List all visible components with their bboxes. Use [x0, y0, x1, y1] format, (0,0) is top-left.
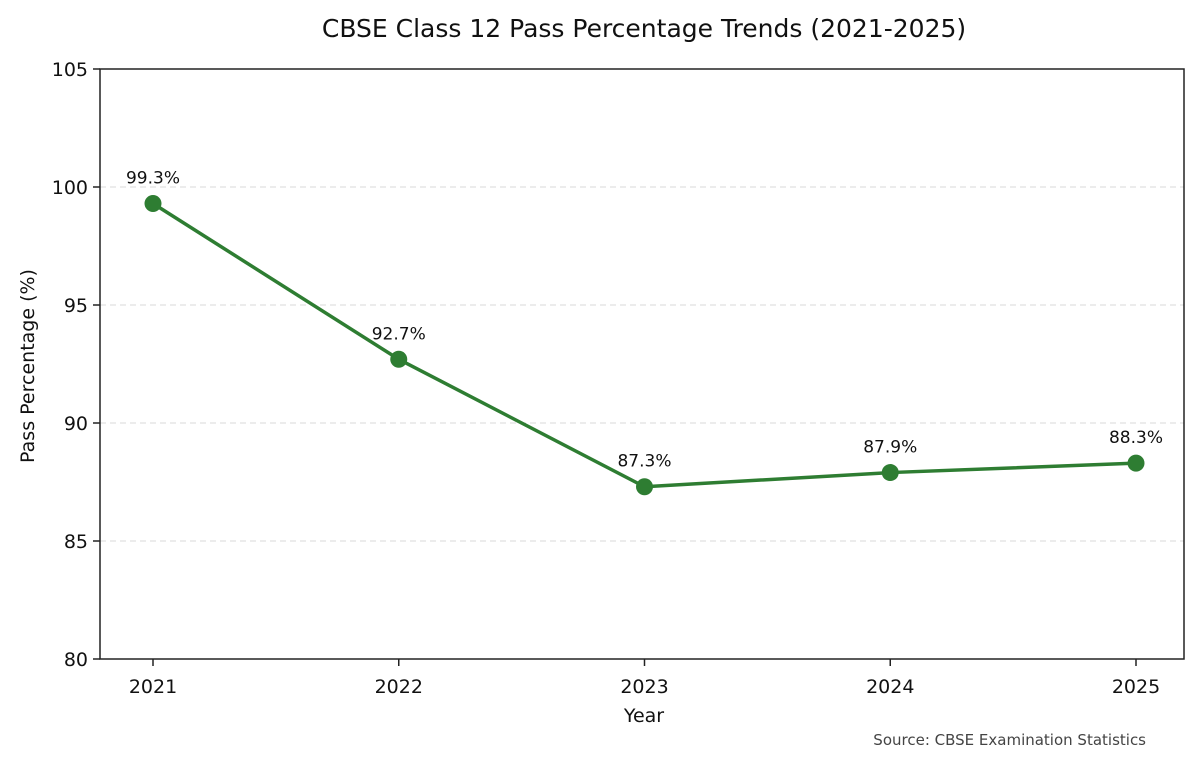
data-label: 87.3% [617, 452, 671, 472]
y-tick-label: 85 [64, 531, 88, 553]
series-pass-percentage: 99.3% 92.7% 87.3% 87.9% 88.3% [126, 169, 1163, 496]
data-label: 92.7% [372, 324, 426, 344]
data-label: 87.9% [863, 438, 917, 458]
y-tick-label: 100 [52, 177, 88, 199]
x-axis: 2021 2022 2023 2024 2025 [129, 659, 1160, 698]
plot-frame [99, 68, 1185, 660]
data-point [881, 464, 899, 482]
data-point [144, 195, 162, 213]
x-tick-label: 2022 [375, 676, 423, 698]
grid-lines [100, 186, 1184, 542]
y-tick-label: 80 [64, 649, 88, 671]
x-axis-label: Year [623, 705, 664, 727]
y-tick-label: 90 [64, 413, 88, 435]
data-point [636, 478, 653, 496]
x-tick-label: 2025 [1112, 676, 1160, 698]
source-note: Source: CBSE Examination Statistics [873, 731, 1146, 749]
y-axis: 80 85 90 95 100 105 [52, 59, 100, 671]
data-point [1127, 454, 1145, 472]
x-tick-label: 2024 [866, 676, 914, 698]
chart-title: CBSE Class 12 Pass Percentage Trends (20… [322, 14, 966, 43]
data-label: 99.3% [126, 169, 180, 189]
data-point [390, 350, 408, 368]
x-tick-label: 2021 [129, 676, 177, 698]
y-tick-label: 105 [52, 59, 88, 81]
y-axis-label: Pass Percentage (%) [17, 269, 39, 463]
y-tick-label: 95 [64, 295, 88, 317]
series-line [152, 202, 1137, 489]
data-label: 88.3% [1109, 428, 1163, 448]
x-tick-label: 2023 [620, 676, 668, 698]
